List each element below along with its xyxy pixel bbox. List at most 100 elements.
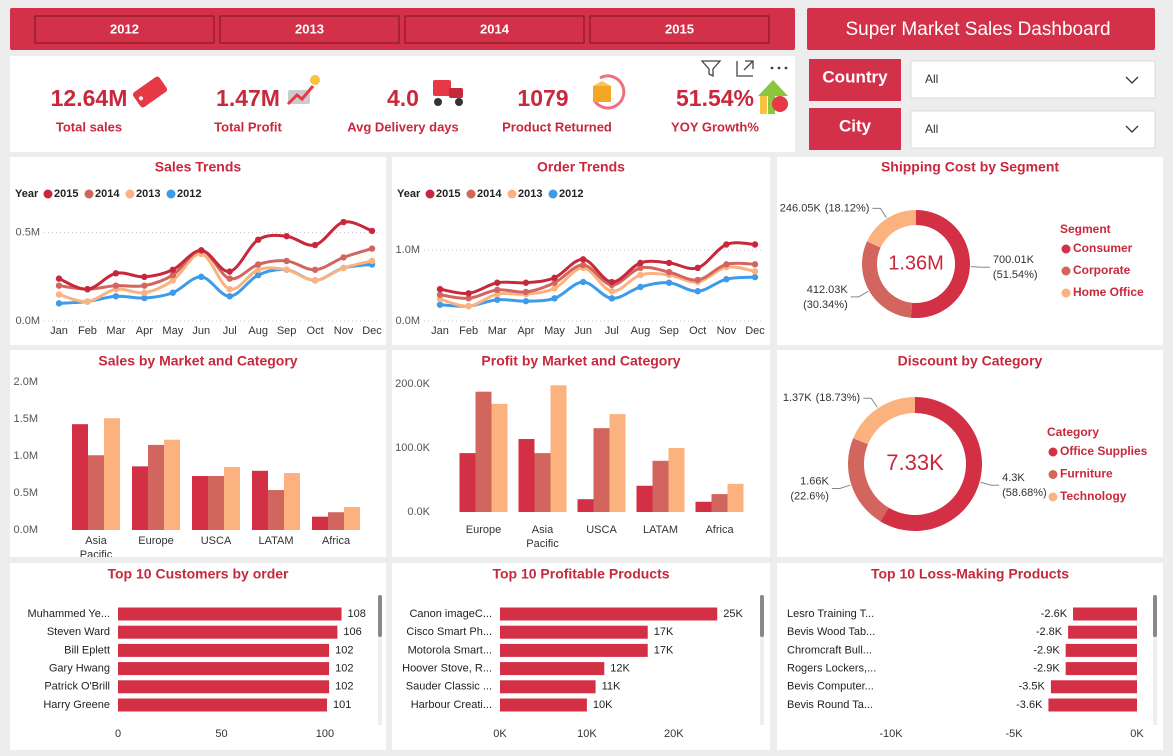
chart-title: Sales by Market and Category [98, 353, 297, 369]
x-tick-label: 10K [577, 728, 597, 740]
center-label: 1.36M [888, 252, 944, 274]
dropdown-value[interactable]: All [925, 122, 938, 136]
category-label: Canon imageC... [409, 608, 492, 620]
category-label: Bill Eplett [64, 644, 110, 656]
x-tick-label: Jul [223, 325, 237, 337]
data-label: 4.3K (58.68%) [1002, 472, 1047, 499]
scrollbar-track[interactable] [760, 595, 764, 725]
year-label[interactable]: 2013 [295, 21, 324, 36]
y-tick-label: 0.5M [16, 227, 40, 239]
line-point [340, 218, 347, 226]
category-label: Harbour Creati... [411, 699, 492, 711]
x-tick-label: Aug [631, 325, 651, 337]
donut-slice [910, 210, 971, 318]
chart-title: Shipping Cost by Segment [881, 159, 1059, 175]
year-label[interactable]: 2015 [665, 21, 694, 36]
dropdown[interactable] [910, 60, 1156, 99]
line-point [55, 275, 63, 282]
visual-toolbar [700, 60, 788, 78]
leader-line [863, 397, 878, 408]
x-tick-label: Sep [277, 325, 297, 337]
line-point [141, 294, 148, 302]
kpi-label: Total sales [56, 119, 122, 134]
line-point [522, 288, 530, 296]
percent-label: (30.34%) [803, 299, 848, 311]
line-point [665, 259, 673, 267]
line-point [254, 236, 262, 243]
x-tick-label: Europe [466, 524, 501, 536]
x-tick-label: 0K [493, 728, 507, 740]
x-tick-label: -10K [879, 728, 903, 740]
scrollbar-track[interactable] [378, 595, 382, 725]
x-tick-label: 20K [664, 728, 684, 740]
bar [459, 453, 476, 512]
year-button[interactable] [589, 15, 770, 44]
return-icon [592, 74, 626, 110]
legend-label: Home Office [1073, 285, 1144, 299]
panel-background [392, 157, 770, 345]
x-tick-label: Dec [745, 325, 765, 337]
scrollbar-thumb[interactable] [760, 595, 764, 637]
legend-label: Consumer [1073, 241, 1133, 255]
filter-icon[interactable] [700, 60, 722, 78]
data-label: 246.05K (18.12%) [780, 202, 870, 214]
category-label: Steven Ward [47, 626, 110, 638]
filter-label: Country [822, 67, 888, 86]
line-point [141, 282, 148, 289]
year-label[interactable]: 2012 [110, 21, 139, 36]
year-button[interactable] [219, 15, 400, 44]
legend-marker [1048, 470, 1058, 479]
bar [609, 414, 626, 512]
year-button[interactable] [34, 15, 215, 44]
bar [491, 403, 508, 512]
value-label: 17K [654, 644, 674, 656]
donut-slice [866, 210, 916, 248]
line-point [198, 247, 205, 254]
category-label: Harry Greene [43, 699, 110, 711]
value-label: 102 [335, 644, 353, 656]
line-point [84, 286, 91, 293]
legend-marker [43, 189, 53, 199]
focus-icon[interactable] [736, 60, 754, 77]
line-point [169, 271, 177, 279]
y-tick-label: 0.0K [407, 506, 430, 518]
y-tick-label: 1.5M [14, 413, 38, 425]
x-tick-label: Jun [574, 325, 592, 337]
bar [118, 662, 330, 676]
percent-label: (18.12%) [825, 202, 870, 214]
year-label[interactable]: 2014 [480, 21, 510, 36]
more-options-icon[interactable] [770, 66, 788, 70]
line-point [579, 261, 587, 269]
donut-slice [848, 438, 889, 522]
scrollbar-track[interactable] [1153, 595, 1157, 725]
dropdown[interactable] [910, 110, 1156, 149]
line-point [254, 271, 262, 279]
line-point [436, 301, 444, 308]
value-label: -3.5K [1019, 681, 1046, 693]
line-point [608, 288, 616, 295]
dropdown-chevron[interactable] [1125, 125, 1139, 133]
line-point [579, 256, 587, 263]
x-tick-label: Feb [459, 325, 478, 337]
scrollbar-thumb[interactable] [1153, 595, 1157, 637]
bar [550, 385, 567, 512]
dropdown-chevron[interactable] [1125, 76, 1139, 84]
chart-title: Top 10 Customers by order [107, 566, 289, 582]
line-point [283, 257, 290, 265]
value-label: 10K [593, 699, 613, 711]
bar [500, 698, 587, 712]
dropdown-value[interactable]: All [925, 72, 938, 86]
bar [88, 455, 104, 530]
scrollbar-thumb[interactable] [378, 595, 382, 637]
bar [500, 680, 596, 694]
chart-title: Order Trends [537, 159, 625, 175]
line-point [723, 276, 730, 283]
x-tick-label: Jul [605, 325, 619, 337]
x-tick-label: Asia Pacific [526, 524, 559, 550]
year-button[interactable] [404, 15, 585, 44]
bar [500, 607, 718, 621]
line-point [637, 264, 644, 272]
bar [118, 698, 328, 712]
